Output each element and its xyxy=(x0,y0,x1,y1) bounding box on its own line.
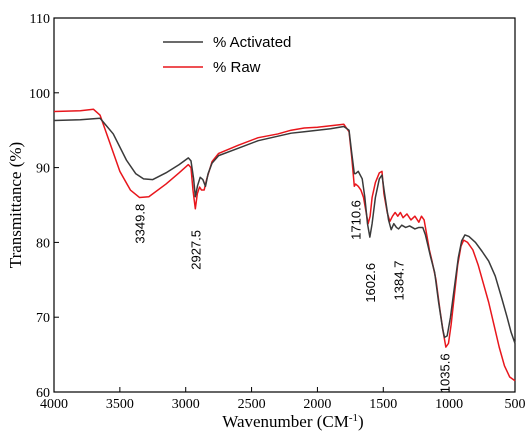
series-line-activated xyxy=(53,117,516,344)
y-tick-label: 80 xyxy=(36,236,50,251)
x-tick-label: 1500 xyxy=(369,397,397,412)
peak-annotations: 3349.8 2927.5 1710.6 1602.6 1384.7 1035.6 xyxy=(133,200,453,393)
x-axis-title-sup: -1 xyxy=(349,412,358,424)
x-axis-title-close: ) xyxy=(358,412,364,431)
x-tick-label: 2500 xyxy=(238,397,266,412)
y-axis: 60 70 80 90 100 110 xyxy=(29,12,59,401)
x-tick-label: 3000 xyxy=(172,397,200,412)
x-tick-label: 1000 xyxy=(435,397,463,412)
y-axis-title: Transmittance (%) xyxy=(6,142,25,268)
peak-label: 1384.7 xyxy=(391,261,406,301)
peak-label: 3349.8 xyxy=(133,204,148,244)
legend-label-raw: % Raw xyxy=(213,59,261,76)
x-tick-label: 2000 xyxy=(303,397,331,412)
x-tick-label: 3500 xyxy=(106,397,134,412)
x-tick-label: 500 xyxy=(505,397,526,412)
y-tick-label: 90 xyxy=(36,162,50,177)
x-tick-label: 4000 xyxy=(40,397,68,412)
peak-label: 1602.6 xyxy=(363,263,378,303)
y-tick-label: 60 xyxy=(36,386,50,401)
y-tick-label: 110 xyxy=(30,12,50,27)
peak-label: 1035.6 xyxy=(437,353,452,393)
series-line-raw xyxy=(53,108,516,382)
peak-label: 2927.5 xyxy=(188,230,203,270)
x-axis: 4000 3500 3000 2500 2000 1500 1000 500 xyxy=(40,387,526,412)
legend-label-activated: % Activated xyxy=(213,34,291,51)
plot-frame xyxy=(53,17,516,393)
y-tick-label: 100 xyxy=(29,87,50,102)
x-axis-title: Wavenumber (CM-1) xyxy=(222,412,363,431)
series-layer xyxy=(53,108,516,382)
x-axis-title-main: Wavenumber (CM xyxy=(222,412,349,431)
y-tick-label: 70 xyxy=(36,311,50,326)
legend: % Activated % Raw xyxy=(163,34,291,76)
peak-label: 1710.6 xyxy=(349,200,364,240)
